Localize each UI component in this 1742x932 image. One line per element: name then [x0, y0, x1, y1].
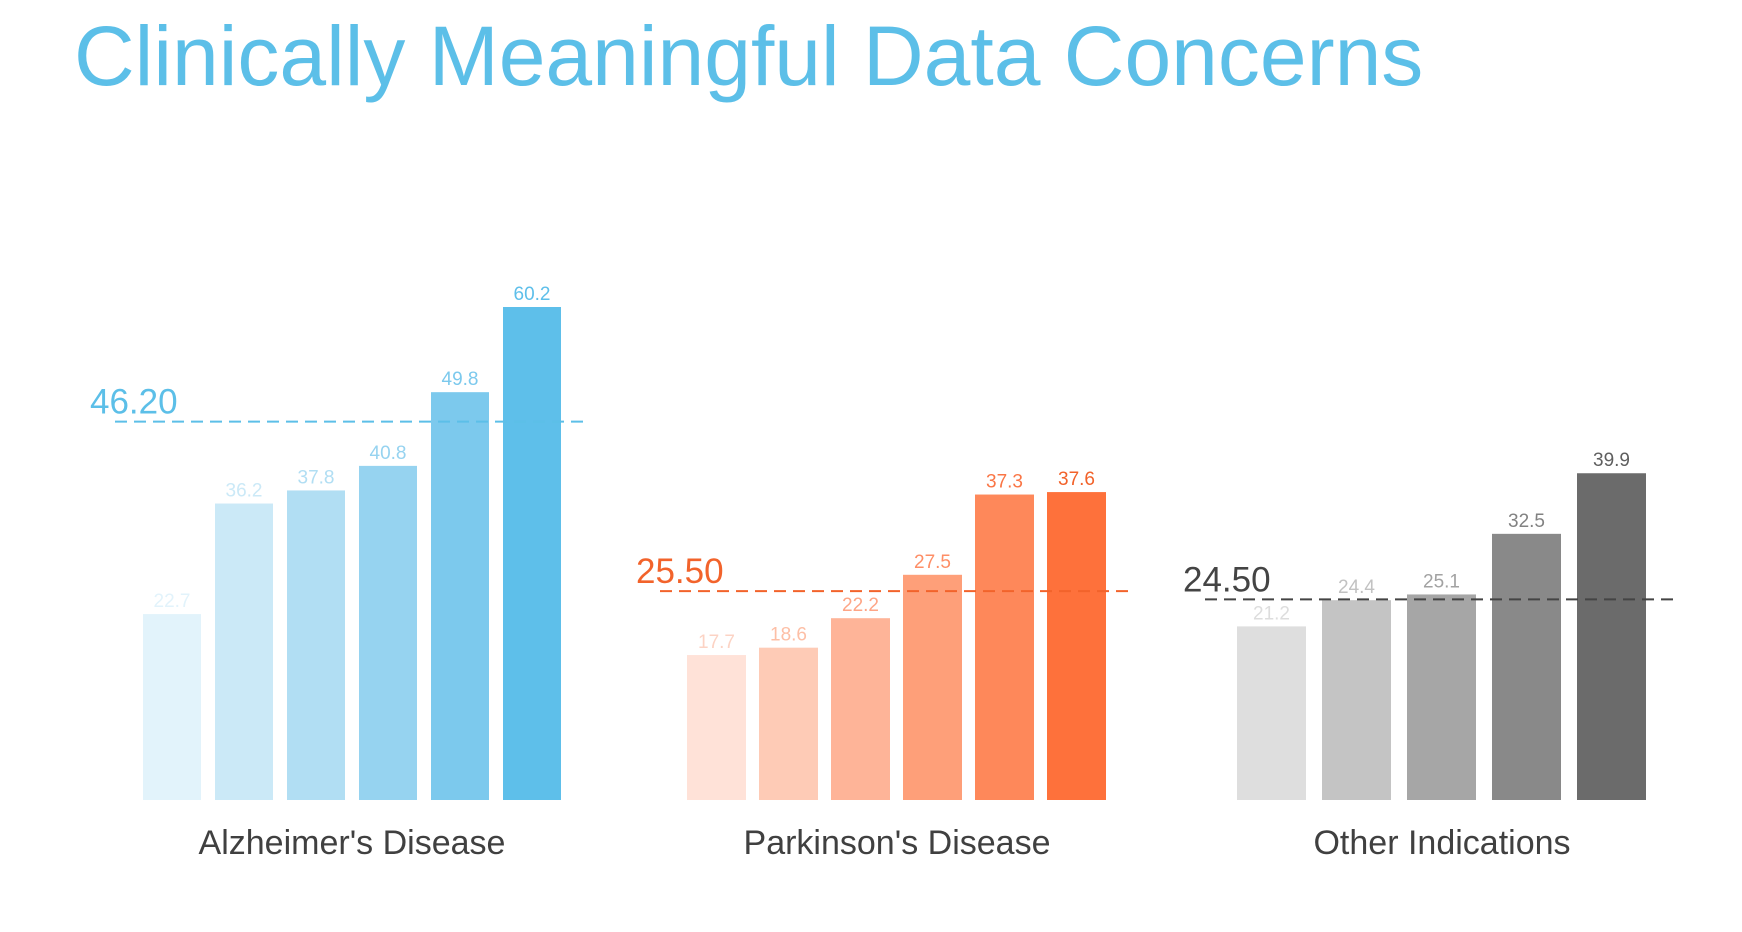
- bar-value-label: 17.7: [698, 632, 735, 653]
- bar-2-5: [975, 494, 1034, 800]
- bar-value-label: 36.2: [226, 481, 263, 502]
- bar-value-label: 25.1: [1423, 571, 1460, 592]
- bar-value-label: 22.7: [154, 591, 191, 612]
- bar-2-1: [687, 655, 746, 800]
- bar-value-label: 40.8: [370, 443, 407, 464]
- reference-line-label: 46.20: [90, 383, 178, 422]
- bar-value-label: 24.4: [1338, 577, 1375, 598]
- bar-value-label: 60.2: [514, 284, 551, 305]
- bar-3-1: [1237, 626, 1306, 800]
- bar-1-6: [503, 307, 561, 800]
- bar-value-label: 22.2: [842, 595, 879, 616]
- bar-2-4: [903, 574, 962, 800]
- category-label: Alzheimer's Disease: [199, 824, 506, 862]
- bar-3-2: [1322, 600, 1391, 800]
- bar-2-3: [831, 618, 890, 800]
- bar-1-5: [431, 392, 489, 800]
- bar-value-label: 18.6: [770, 625, 807, 646]
- bar-value-label: 32.5: [1508, 511, 1545, 532]
- bar-2-2: [759, 647, 818, 800]
- page-title: Clinically Meaningful Data Concerns: [74, 9, 1424, 103]
- bar-value-label: 39.9: [1593, 450, 1630, 471]
- bar-3-5: [1577, 473, 1646, 800]
- bar-value-label: 37.8: [298, 467, 335, 488]
- bar-value-label: 49.8: [442, 369, 479, 390]
- bar-value-label: 21.2: [1253, 603, 1290, 624]
- bar-1-3: [287, 490, 345, 800]
- bar-value-label: 37.6: [1058, 469, 1095, 490]
- bar-2-6: [1047, 492, 1106, 800]
- reference-line-label: 24.50: [1183, 560, 1271, 599]
- bar-1-1: [143, 614, 201, 800]
- bar-value-label: 27.5: [914, 552, 951, 573]
- category-label: Other Indications: [1313, 824, 1570, 862]
- reference-line-label: 25.50: [636, 552, 724, 591]
- bar-1-2: [215, 503, 273, 800]
- bar-3-3: [1407, 594, 1476, 800]
- bar-value-label: 37.3: [986, 472, 1023, 493]
- bar-1-4: [359, 465, 417, 800]
- bar-3-4: [1492, 533, 1561, 800]
- category-label: Parkinson's Disease: [744, 824, 1051, 862]
